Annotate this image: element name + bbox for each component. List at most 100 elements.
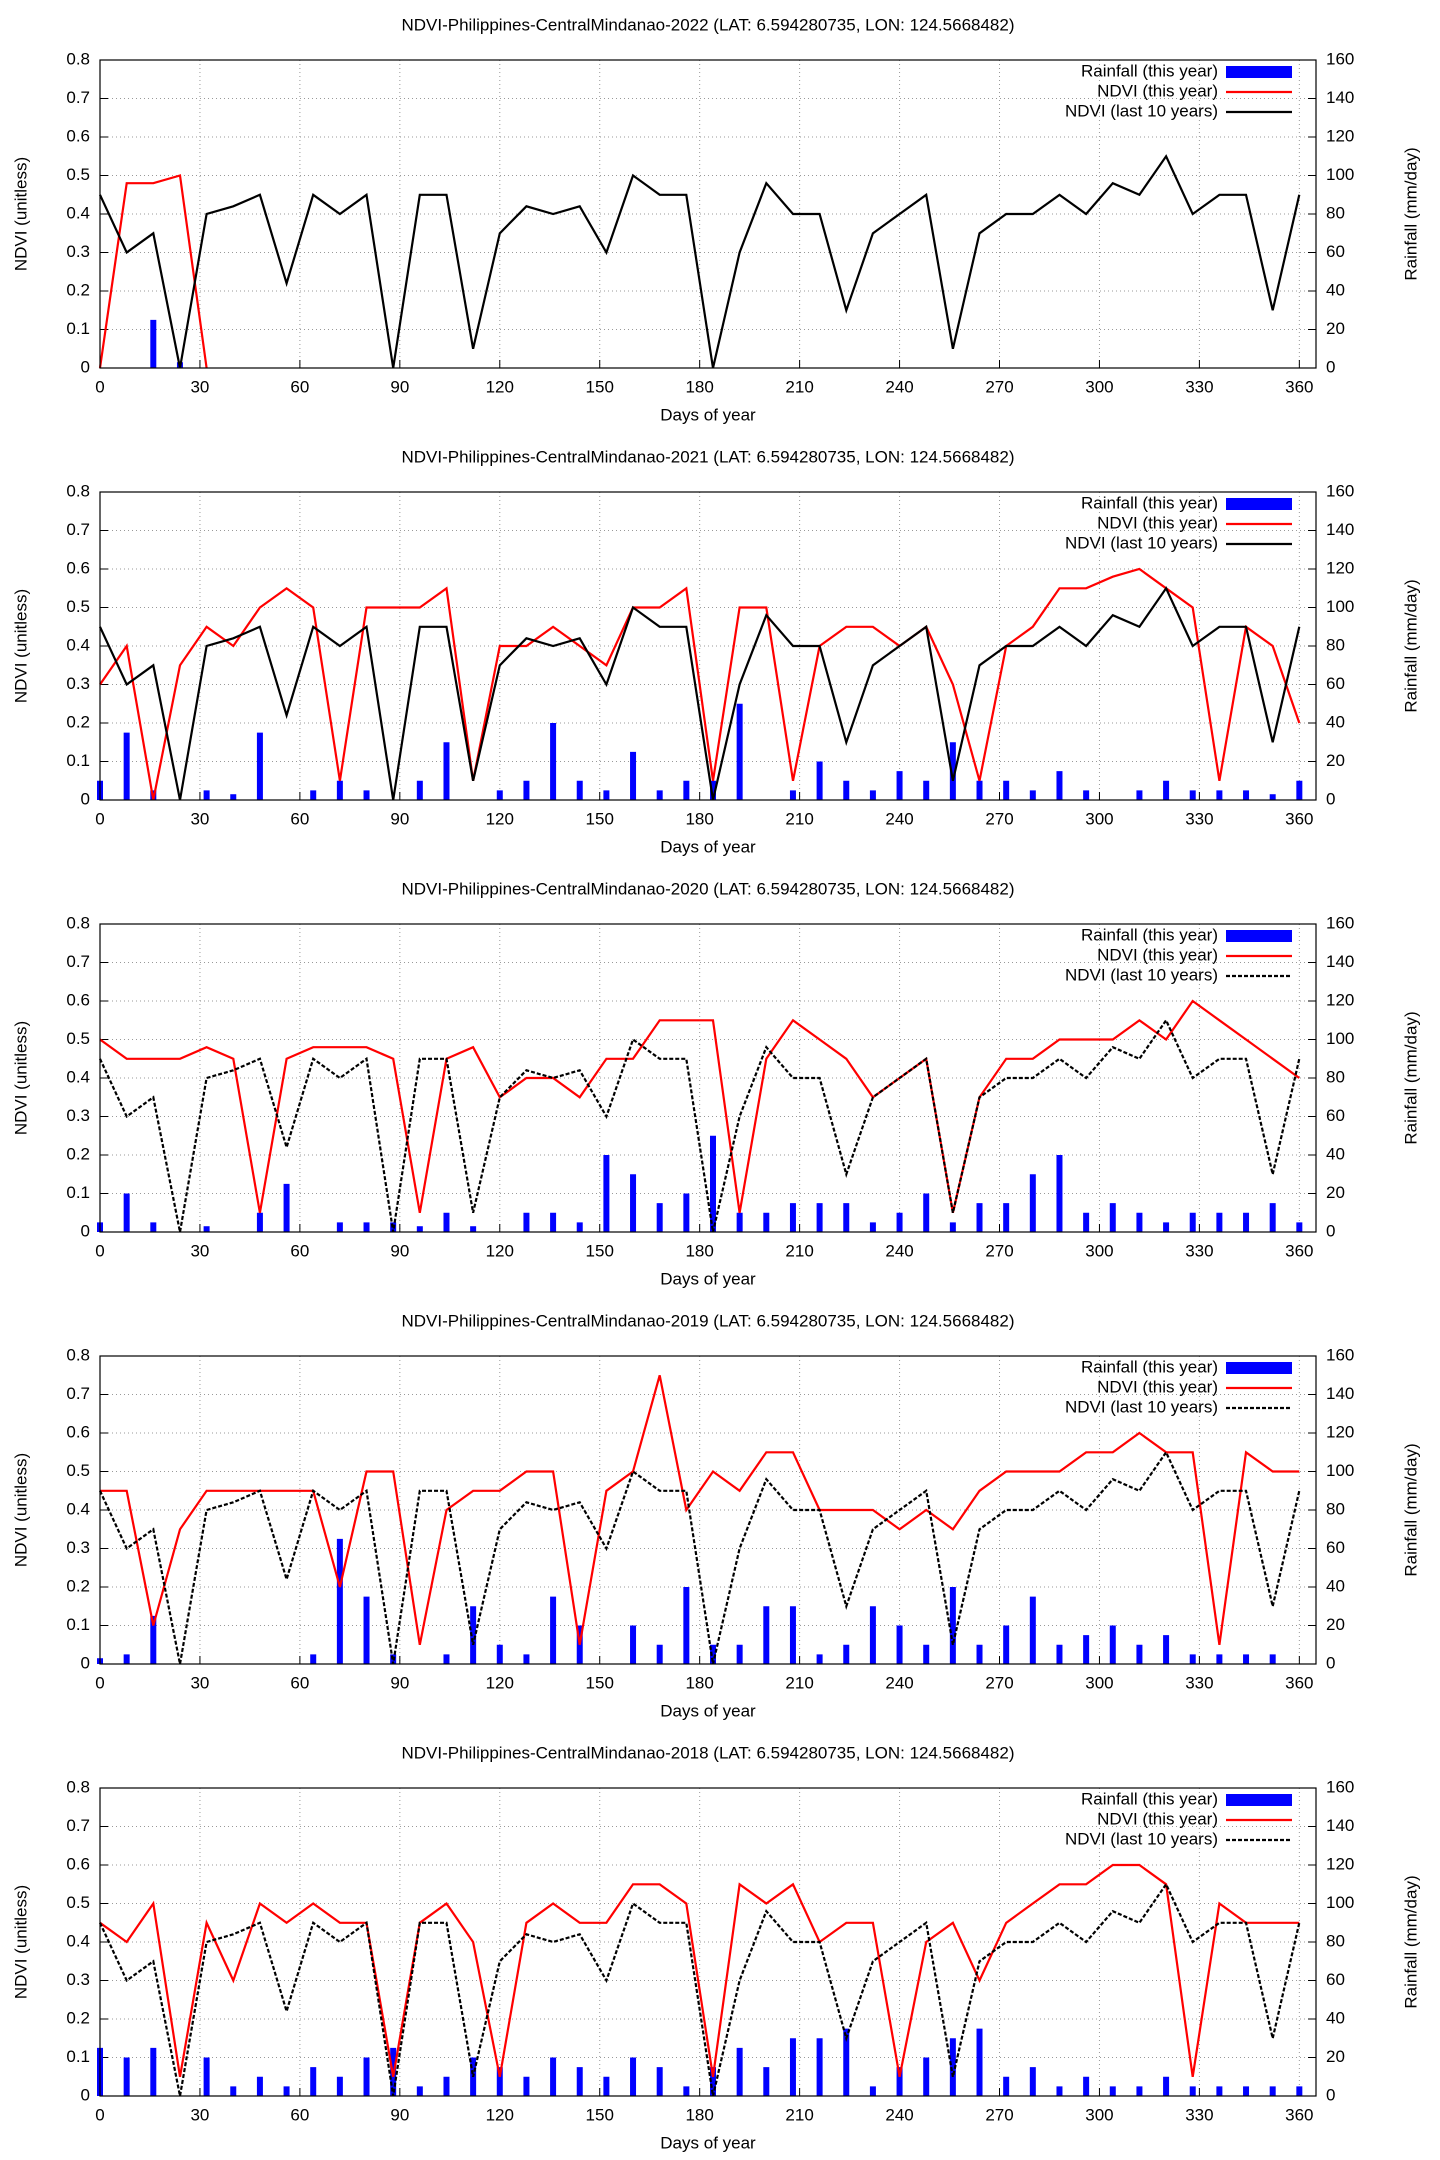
rainfall-bar (709, 1135, 716, 1232)
y2-tick-label: 60 (1326, 1538, 1345, 1557)
x-tick-label: 30 (190, 1673, 209, 1692)
rainfall-bar (123, 1654, 130, 1664)
x-tick-label: 240 (885, 1241, 913, 1260)
y2-tick-label: 100 (1326, 1029, 1354, 1048)
rainfall-bar (416, 780, 423, 800)
x-tick-label: 150 (586, 2105, 614, 2124)
plot-frame (99, 923, 1317, 1233)
y2-tick-label: 140 (1326, 952, 1354, 971)
rainfall-bar (123, 732, 130, 800)
y2-axis-label: Rainfall (mm/day) (1401, 1011, 1420, 1144)
rainfall-bar (1269, 1654, 1276, 1664)
y2-tick-label: 20 (1326, 1615, 1345, 1634)
y-tick-label: 0.4 (66, 1931, 90, 1950)
rainfall-bar (683, 1193, 690, 1232)
legend-label: Rainfall (this year) (1081, 925, 1218, 944)
rainfall-bar (976, 780, 983, 800)
y2-tick-label: 80 (1326, 1499, 1345, 1518)
rainfall-bar (1243, 1654, 1250, 1664)
rainfall-bar (336, 1538, 343, 1664)
rainfall-bar (763, 2067, 770, 2096)
rainfall-bar (896, 2067, 903, 2096)
rainfall-bar (550, 2057, 557, 2096)
rainfall-bar (523, 1654, 530, 1664)
y2-tick-label: 60 (1326, 1970, 1345, 1989)
rainfall-bar (603, 1155, 610, 1232)
y2-tick-label: 120 (1326, 126, 1354, 145)
rainfall-bar (1296, 2086, 1303, 2096)
y2-tick-label: 80 (1326, 203, 1345, 222)
y2-tick-label: 0 (1326, 789, 1335, 808)
y-tick-label: 0.5 (66, 165, 90, 184)
rainfall-bar (1189, 790, 1196, 800)
y-tick-label: 0.7 (66, 88, 90, 107)
legend-label: NDVI (last 10 years) (1065, 1397, 1218, 1416)
y-tick-label: 0.5 (66, 1029, 90, 1048)
rainfall-bar (310, 790, 317, 800)
x-tick-label: 90 (390, 2105, 409, 2124)
rainfall-bar (1029, 790, 1036, 800)
y2-tick-label: 0 (1326, 1653, 1335, 1672)
x-tick-label: 300 (1085, 1241, 1113, 1260)
x-tick-label: 270 (985, 377, 1013, 396)
x-tick-label: 330 (1185, 2105, 1213, 2124)
rainfall-bar (1243, 2086, 1250, 2096)
x-tick-label: 300 (1085, 1673, 1113, 1692)
y-tick-label: 0.3 (66, 1538, 90, 1557)
rainfall-bar (150, 319, 157, 368)
y2-tick-label: 120 (1326, 990, 1354, 1009)
rainfall-bar (1056, 1155, 1063, 1232)
rainfall-bar (150, 1615, 157, 1664)
y2-tick-label: 140 (1326, 1816, 1354, 1835)
rainfall-bar (1136, 1644, 1143, 1664)
y-tick-label: 0.4 (66, 635, 90, 654)
x-tick-label: 150 (586, 809, 614, 828)
rainfall-bar (203, 790, 210, 800)
x-tick-label: 240 (885, 1673, 913, 1692)
x-axis-label: Days of year (660, 2133, 756, 2152)
y2-tick-label: 0 (1326, 2085, 1335, 2104)
y-tick-label: 0.4 (66, 203, 90, 222)
rainfall-bar (789, 2038, 796, 2096)
x-tick-label: 210 (785, 2105, 813, 2124)
rainfall-bar (736, 1212, 743, 1232)
x-tick-label: 180 (685, 2105, 713, 2124)
y-tick-label: 0.5 (66, 1893, 90, 1912)
x-tick-label: 180 (685, 1673, 713, 1692)
rainfall-bar (1056, 1644, 1063, 1664)
legend-label: NDVI (last 10 years) (1065, 965, 1218, 984)
rainfall-bar (523, 2076, 530, 2096)
rainfall-bar (310, 2067, 317, 2096)
y-axis-label: NDVI (unitless) (11, 157, 30, 271)
y-axis-label: NDVI (unitless) (11, 1885, 30, 1999)
rainfall-bar (976, 1644, 983, 1664)
rainfall-bar (1136, 1212, 1143, 1232)
ndvi-line (99, 999, 1300, 1214)
rainfall-bar (1216, 790, 1223, 800)
x-tick-label: 90 (390, 1673, 409, 1692)
rainfall-bar (816, 1203, 823, 1232)
rainfall-bar (1109, 1203, 1116, 1232)
y-tick-label: 0.8 (66, 1345, 90, 1364)
plot-frame (99, 1787, 1317, 2097)
rainfall-bar (203, 2057, 210, 2096)
x-tick-label: 360 (1285, 377, 1313, 396)
y-tick-label: 0.3 (66, 1970, 90, 1989)
y-tick-label: 0.3 (66, 674, 90, 693)
rainfall-bar (1189, 1654, 1196, 1664)
y2-tick-label: 40 (1326, 1144, 1345, 1163)
x-tick-label: 0 (95, 1673, 104, 1692)
ndvi-line (99, 1018, 1301, 1233)
y2-tick-label: 160 (1326, 481, 1354, 500)
plot-frame (99, 491, 1317, 801)
x-tick-label: 120 (486, 377, 514, 396)
x-axis-label: Days of year (660, 405, 756, 424)
rainfall-bar (1163, 780, 1170, 800)
y-tick-label: 0.1 (66, 319, 90, 338)
y2-tick-label: 20 (1326, 1183, 1345, 1202)
rainfall-bar (283, 2086, 290, 2096)
y2-tick-label: 100 (1326, 597, 1354, 616)
x-axis-label: Days of year (660, 1701, 756, 1720)
rainfall-bar (230, 794, 237, 800)
rainfall-bar (949, 742, 956, 800)
